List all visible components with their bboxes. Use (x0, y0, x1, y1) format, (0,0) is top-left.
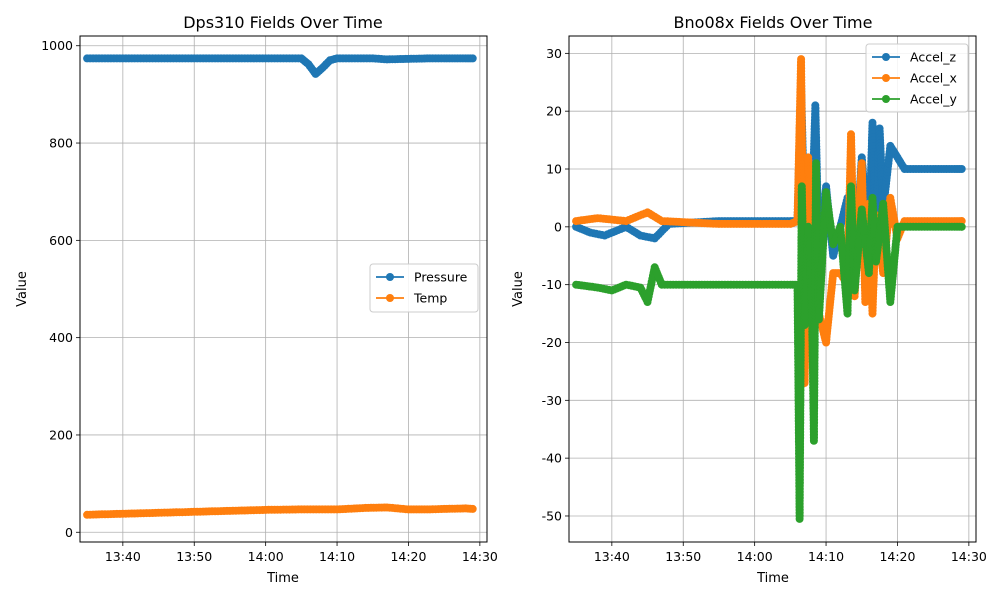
y-tick-label: -20 (542, 335, 562, 350)
legend-swatch-marker (882, 95, 890, 103)
y-axis-label-dps310: Value (15, 271, 30, 307)
y-tick-label: 400 (49, 330, 73, 345)
y-tick-label: 30 (546, 46, 562, 61)
x-tick-label: 14:00 (248, 549, 284, 564)
chart-dps310: Dps310 Fields Over Time 13:40 13:50 14:00 1… (15, 13, 498, 586)
legend-label: Accel_y (910, 92, 957, 107)
y-tick-label: 10 (546, 162, 562, 177)
x-tick-label: 13:40 (105, 549, 141, 564)
plot-frame-dps310 (79, 35, 488, 543)
series-accel_y (572, 159, 966, 523)
legend-swatch-marker (882, 53, 890, 61)
x-tick-label: 13:50 (176, 549, 212, 564)
series-group-bno08x (572, 55, 966, 523)
data-point (957, 165, 966, 174)
legend-bno08x: Accel_z Accel_x Accel_y (865, 43, 969, 113)
y-tick-label: -10 (542, 277, 562, 292)
x-tick-label: 14:10 (808, 549, 844, 564)
y-tick-label: 1000 (41, 38, 73, 53)
x-axis-label-dps310: Time (266, 571, 299, 586)
data-point (468, 54, 477, 63)
data-point (957, 222, 966, 231)
legend-swatch-marker (882, 74, 890, 82)
y-tick-label: 0 (554, 219, 562, 234)
y-tick-label: 200 (49, 427, 73, 442)
x-tick-label: 14:30 (462, 549, 498, 564)
x-tick-label: 13:50 (665, 549, 701, 564)
chart-title-dps310: Dps310 Fields Over Time (183, 13, 383, 32)
plot-frame-bno08x (568, 35, 977, 543)
x-axis-label-bno08x: Time (756, 571, 789, 586)
series-group-dps310 (83, 54, 477, 519)
legend-dps310: Pressure Temp (369, 263, 479, 313)
ticks-bno08x: 13:40 13:50 14:00 14:10 14:20 14:30 -50 -40 -30 -… (542, 46, 987, 564)
series-temp (83, 503, 477, 519)
chart-title-bno08x: Bno08x Fields Over Time (674, 13, 873, 32)
x-tick-label: 14:30 (951, 549, 987, 564)
legend-label: Accel_z (910, 50, 956, 65)
y-tick-label: -40 (542, 451, 562, 466)
legend-swatch-marker (386, 294, 394, 302)
ticks-dps310: 13:40 13:50 14:00 14:10 14:20 14:30 0 200 400 600… (41, 38, 498, 564)
x-tick-label: 13:40 (594, 549, 630, 564)
y-tick-label: -30 (542, 393, 562, 408)
x-tick-label: 14:20 (390, 549, 426, 564)
legend-label: Pressure (414, 270, 468, 285)
chart-bno08x: Bno08x Fields Over Time 13:40 13:50 14:00 1… (511, 13, 987, 586)
legend-box (865, 43, 969, 113)
legend-swatch-marker (386, 273, 394, 281)
y-axis-label-bno08x: Value (511, 271, 526, 307)
legend-label: Temp (413, 291, 447, 306)
y-tick-label: 20 (546, 104, 562, 119)
y-tick-label: 0 (65, 525, 73, 540)
legend-box (369, 263, 479, 313)
x-tick-label: 14:10 (319, 549, 355, 564)
y-tick-label: -50 (542, 508, 562, 523)
x-tick-label: 14:00 (737, 549, 773, 564)
y-tick-label: 800 (49, 136, 73, 151)
data-point (468, 504, 477, 513)
series-pressure (83, 54, 477, 78)
y-tick-label: 600 (49, 233, 73, 248)
legend-label: Accel_x (910, 71, 957, 86)
x-tick-label: 14:20 (879, 549, 915, 564)
